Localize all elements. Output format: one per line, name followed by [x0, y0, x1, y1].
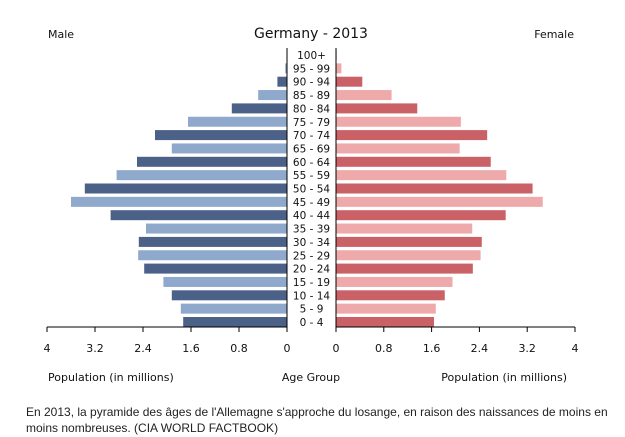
male-bar [285, 63, 287, 74]
male-bar [137, 156, 287, 167]
male-bar [71, 196, 287, 207]
male-bar [277, 76, 287, 87]
female-bar [336, 290, 445, 301]
female-bar [336, 63, 342, 74]
x-axis-label-male: Population (in millions) [48, 371, 174, 384]
female-bar [336, 183, 533, 194]
male-label: Male [48, 28, 74, 41]
female-bar [336, 196, 543, 207]
male-x-tick-label: 0 [284, 342, 291, 355]
axes-group: 4 3.2 2.4 1.6 0.8 0 0 0.8 1.6 2.4 3.2 4 [44, 48, 579, 355]
male-bar [180, 303, 287, 314]
female-x-tick-label: 3.2 [518, 342, 536, 355]
age-group-label: 20 - 24 [293, 264, 331, 276]
female-x-tick-label: 0.8 [375, 342, 393, 355]
male-bar [138, 250, 287, 261]
female-bar [336, 170, 507, 181]
age-group-label: 60 - 64 [293, 157, 331, 169]
age-group-label: 70 - 74 [293, 130, 331, 142]
female-bar [336, 303, 436, 314]
female-bar [336, 116, 461, 127]
male-bar [171, 290, 287, 301]
female-bar [336, 130, 488, 141]
figure-caption: En 2013, la pyramide des âges de l'Allem… [26, 405, 608, 435]
female-bar [336, 263, 473, 274]
male-x-tick-label: 3.2 [86, 342, 104, 355]
male-x-tick-label: 2.4 [134, 342, 152, 355]
male-bar [163, 276, 287, 287]
female-bar [336, 143, 460, 154]
population-pyramid-chart: Germany - 2013 Male Female 0 - 45 - 9 10 … [44, 26, 579, 384]
male-bar [144, 263, 287, 274]
age-group-label: 80 - 84 [293, 103, 331, 115]
female-bar [336, 276, 453, 287]
female-bar [336, 317, 434, 327]
age-group-label: 100+ [297, 50, 326, 62]
female-x-tick-label: 1.6 [423, 342, 441, 355]
age-group-label: 15 - 19 [293, 277, 330, 289]
male-bar [84, 183, 287, 194]
age-group-label: 5 - 9 [300, 304, 324, 316]
female-x-tick-label: 4 [572, 342, 579, 355]
x-axis-label-age-group: Age Group [282, 371, 340, 384]
male-bar [146, 223, 287, 234]
age-group-label: 65 - 69 [293, 143, 330, 155]
female-x-tick-label: 2.4 [471, 342, 489, 355]
age-group-label: 30 - 34 [293, 237, 331, 249]
female-bar [336, 156, 491, 167]
female-x-tick-label: 0 [333, 342, 340, 355]
age-group-label: 35 - 39 [293, 224, 330, 236]
male-bar [171, 143, 287, 154]
male-x-tick-label: 1.6 [182, 342, 200, 355]
male-bar [231, 103, 287, 114]
age-group-label: 25 - 29 [293, 250, 330, 262]
x-axis-label-female: Population (in millions) [441, 371, 567, 384]
male-x-tick-label: 4 [44, 342, 51, 355]
male-bar [183, 317, 287, 327]
age-group-label: 45 - 49 [293, 197, 330, 209]
male-bar [138, 236, 287, 247]
female-bar [336, 90, 392, 101]
age-group-label: 55 - 59 [293, 170, 330, 182]
male-x-tick-label: 0.8 [230, 342, 248, 355]
female-label: Female [534, 28, 574, 41]
male-bar [110, 210, 287, 221]
male-bar [258, 90, 287, 101]
female-bar [336, 103, 418, 114]
bars-group [71, 50, 543, 327]
male-bar [188, 116, 287, 127]
female-bar [336, 223, 473, 234]
age-group-label: 0 - 4 [300, 317, 324, 329]
male-bar [155, 130, 287, 141]
female-bar [336, 76, 363, 87]
age-group-label: 95 - 99 [293, 63, 330, 75]
age-group-label: 90 - 94 [293, 77, 331, 89]
age-group-label: 85 - 89 [293, 90, 330, 102]
female-bar [336, 210, 506, 221]
age-group-label: 50 - 54 [293, 184, 331, 196]
female-bar [336, 236, 482, 247]
age-group-label: 10 - 14 [293, 290, 331, 302]
female-bar [336, 250, 481, 261]
male-bar [116, 170, 287, 181]
age-group-label: 75 - 79 [293, 117, 330, 129]
chart-title: Germany - 2013 [254, 26, 368, 42]
age-group-label: 40 - 44 [293, 210, 331, 222]
